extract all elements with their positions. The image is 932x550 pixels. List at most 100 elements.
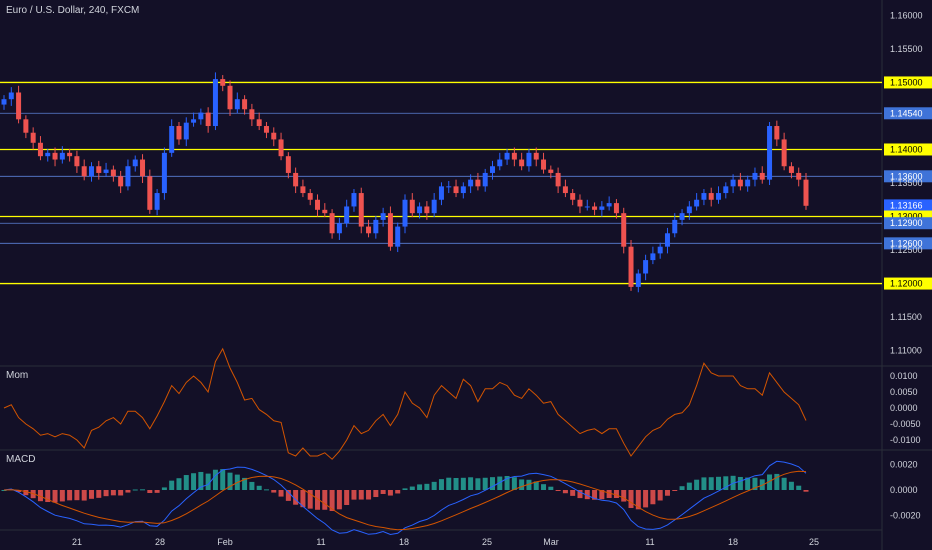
- price-tag-bg: [884, 217, 932, 230]
- candle-body: [592, 206, 598, 210]
- candle-body: [110, 169, 116, 177]
- price-tag-label: 1.14540: [890, 108, 923, 118]
- macd-histogram-bar: [541, 484, 547, 490]
- candle-body: [555, 172, 561, 187]
- time-tick-label: 25: [482, 537, 492, 547]
- macd-histogram-bar: [489, 477, 495, 490]
- macd-histogram-bar: [59, 490, 65, 502]
- macd-line: [3, 460, 807, 536]
- momentum-line: [3, 347, 807, 460]
- candle-body: [716, 193, 722, 200]
- macd-histogram-bar: [336, 490, 342, 510]
- macd-histogram-bar: [322, 490, 328, 510]
- macd-histogram-bar: [475, 478, 481, 490]
- macd-histogram-bar: [533, 481, 539, 490]
- candle-body: [212, 79, 218, 127]
- macd-histogram-bar: [154, 490, 160, 493]
- macd-histogram-bar: [1, 490, 7, 491]
- macd-histogram-bar: [88, 490, 94, 499]
- candle-body: [300, 186, 306, 194]
- macd-histogram-bar: [577, 490, 583, 499]
- candle-body: [307, 193, 313, 200]
- macd-histogram-bar: [220, 469, 226, 490]
- candle-body: [511, 152, 517, 160]
- candle-body: [708, 193, 714, 200]
- macd-histogram-bar: [256, 485, 262, 490]
- macd-histogram-bar: [307, 490, 313, 509]
- candle-body: [395, 226, 401, 247]
- macd-histogram-bar: [570, 490, 576, 496]
- macd-histogram-bar: [657, 490, 663, 501]
- time-tick-label: 18: [728, 537, 738, 547]
- macd-histogram-bar: [592, 490, 598, 500]
- candle-body: [191, 119, 197, 123]
- price-axis[interactable]: 1.16000 1.15500 1.15000 1.14540 1.14000 1.136…: [884, 10, 932, 520]
- macd-histogram-bar: [118, 490, 124, 496]
- macd-histogram-bar: [191, 473, 197, 490]
- price-tick-label: 1.12500: [890, 245, 923, 255]
- macd-histogram-bar: [52, 490, 58, 503]
- momentum-tick-label: -0.0100: [890, 435, 921, 445]
- candle-body: [584, 206, 590, 208]
- candle-body: [8, 92, 14, 100]
- price-tag-bg: [884, 107, 932, 120]
- price-tag-bg: [884, 170, 932, 183]
- macd-histogram-bar: [584, 490, 590, 500]
- candle-body: [438, 186, 444, 200]
- candle-body: [788, 166, 794, 173]
- candle-body: [169, 126, 175, 153]
- price-tag-bg: [884, 277, 932, 290]
- candle-body: [519, 159, 525, 167]
- macd-histogram-bar: [176, 478, 182, 490]
- macd-histogram-bar: [67, 490, 73, 501]
- time-axis[interactable]: 21 28 Feb 11 18 25 Mar 11 18 25: [72, 537, 819, 547]
- macd-histogram-bar: [387, 490, 393, 496]
- candle-body: [315, 199, 321, 210]
- macd-histogram-bar: [110, 490, 116, 496]
- macd-series: [1, 460, 809, 536]
- price-tick-label: 1.11000: [890, 346, 922, 356]
- macd-histogram-bar: [767, 474, 773, 490]
- macd-histogram-bar: [526, 479, 532, 490]
- macd-histogram-bar: [803, 490, 809, 492]
- candle-body: [366, 226, 372, 234]
- macd-tick-label: 0.0000: [890, 485, 918, 495]
- macd-histogram-bar: [380, 490, 386, 494]
- macd-histogram-bar: [562, 490, 568, 494]
- candle-body: [504, 152, 510, 160]
- macd-histogram-bar: [140, 489, 146, 491]
- candle-body: [730, 179, 736, 187]
- candle-body: [358, 193, 364, 227]
- candle-body: [570, 193, 576, 200]
- macd-histogram-bar: [628, 490, 634, 508]
- candle-body: [336, 223, 342, 234]
- candle-body: [635, 273, 641, 287]
- macd-histogram-bar: [271, 490, 277, 493]
- candle-body: [154, 193, 160, 210]
- candle-body: [67, 152, 73, 157]
- momentum-tick-label: 0.0050: [890, 387, 918, 397]
- candle-body: [74, 156, 80, 167]
- macd-histogram-bar: [402, 488, 408, 490]
- macd-histogram-bar: [315, 490, 321, 510]
- candle-body: [489, 166, 495, 173]
- candle-body: [431, 199, 437, 214]
- price-tick-label: 1.16000: [890, 10, 923, 20]
- candle-body: [402, 199, 408, 227]
- candle-body: [96, 166, 102, 173]
- momentum-tick-label: 0.0100: [890, 371, 918, 381]
- candle-body: [475, 179, 481, 187]
- time-tick-label: 11: [645, 537, 654, 547]
- macd-histogram-bar: [45, 490, 51, 503]
- macd-histogram-bar: [132, 489, 138, 491]
- macd-histogram-bar: [519, 479, 525, 490]
- macd-histogram-bar: [96, 490, 102, 498]
- candle-body: [723, 186, 729, 194]
- candle-body: [643, 260, 649, 274]
- candle-body: [125, 166, 131, 187]
- macd-histogram-bar: [103, 490, 109, 497]
- macd-tick-label: 0.0020: [890, 460, 918, 470]
- candle-body: [657, 246, 663, 254]
- macd-histogram-bar: [344, 490, 350, 505]
